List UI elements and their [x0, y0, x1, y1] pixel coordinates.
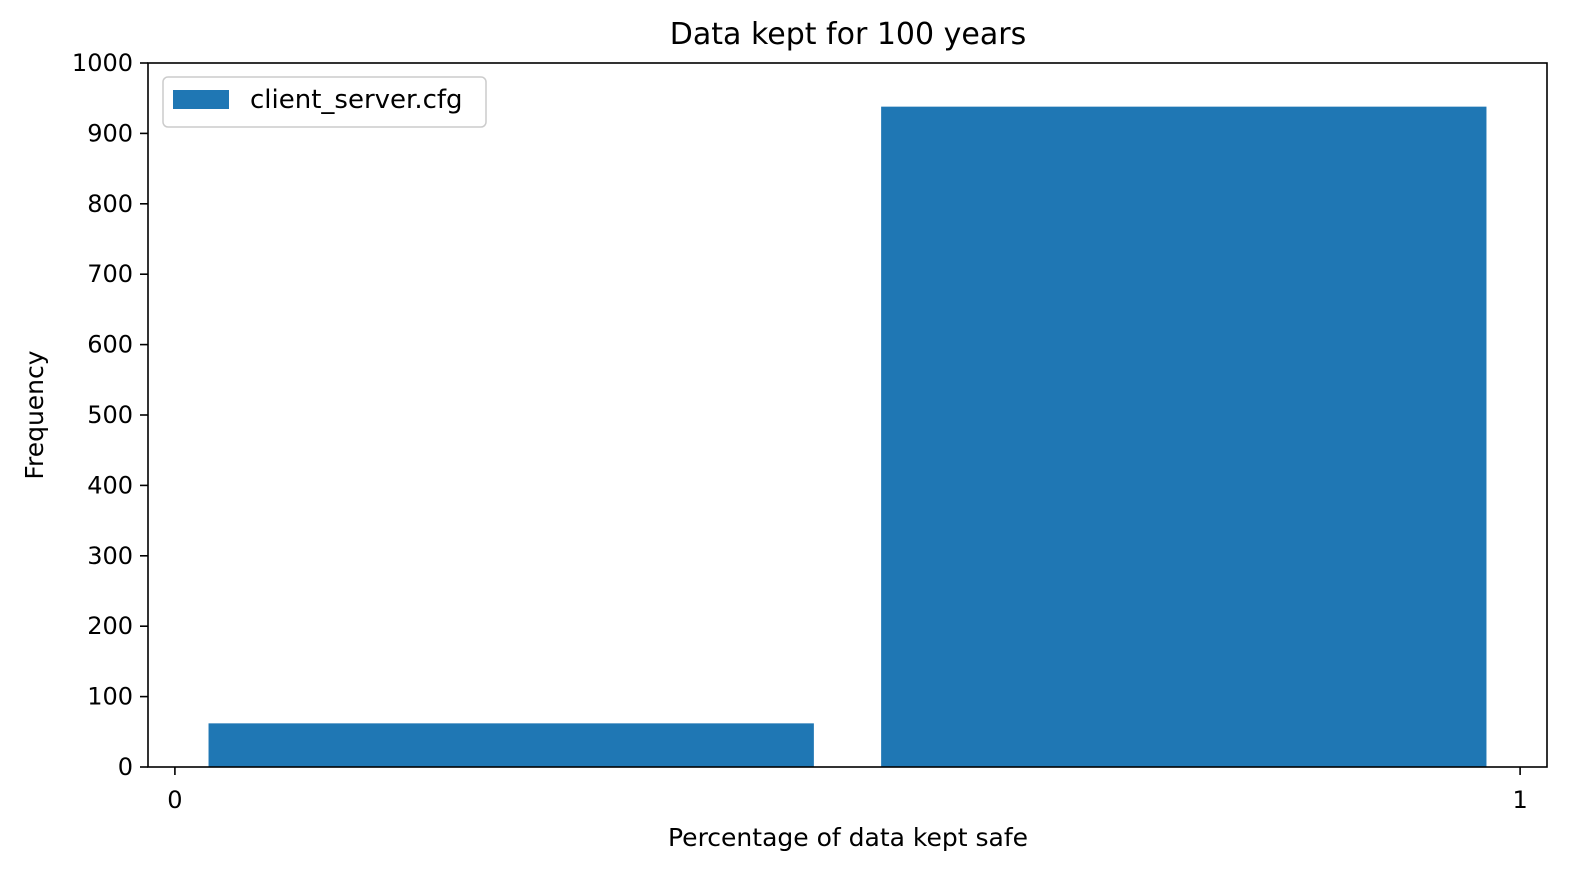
y-tick-label: 500 [87, 401, 133, 429]
bars-layer [208, 106, 1487, 767]
legend: client_server.cfg [162, 76, 487, 128]
legend-frame [162, 76, 487, 128]
y-tick-label: 200 [87, 612, 133, 640]
y-axis: 0 100 200 300 400 500 600 700 800 900 1000 [72, 49, 148, 781]
histogram-bar [208, 723, 814, 767]
y-axis-label: Frequency [20, 350, 49, 479]
y-tick-label: 0 [118, 753, 133, 781]
x-tick-label: 0 [167, 786, 182, 814]
x-axis-label: Percentage of data kept safe [668, 823, 1028, 852]
y-tick-label: 700 [87, 260, 133, 288]
chart-title: Data kept for 100 years [670, 17, 1026, 52]
y-tick-label: 600 [87, 331, 133, 359]
y-tick-label: 100 [87, 683, 133, 711]
y-tick-label: 800 [87, 190, 133, 218]
y-tick-label: 400 [87, 471, 133, 499]
y-tick-label: 1000 [72, 49, 133, 77]
legend-label: client_server.cfg [250, 85, 463, 115]
x-tick-label: 1 [1512, 786, 1527, 814]
legend-swatch [173, 90, 229, 109]
y-tick-label: 900 [87, 119, 133, 147]
y-tick-label: 300 [87, 542, 133, 570]
histogram-bar [881, 106, 1487, 767]
